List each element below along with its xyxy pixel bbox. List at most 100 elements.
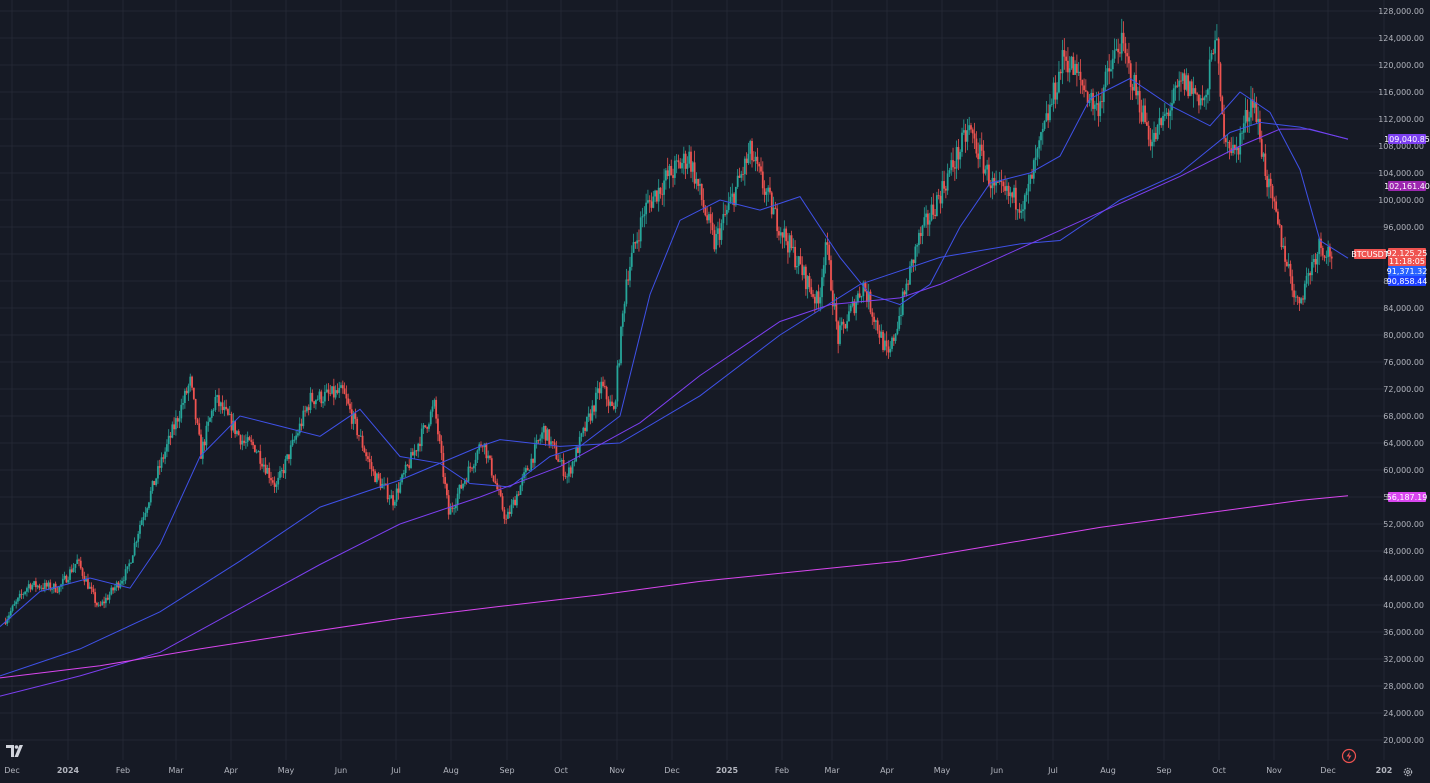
candle-body [638, 240, 640, 242]
price-label-text: BTCUSDT [1351, 250, 1389, 259]
candle-body [1095, 103, 1098, 105]
candle-body [1307, 272, 1310, 276]
y-tick-label: 128,000.00 [1378, 7, 1424, 16]
candle-body [124, 569, 127, 581]
candle-body [63, 575, 66, 579]
candles [4, 18, 1333, 627]
candle-body [675, 160, 678, 162]
candle-body [433, 399, 436, 407]
candle-body [97, 604, 100, 606]
candle-body [1022, 209, 1024, 212]
candle-body [1253, 102, 1256, 108]
candle-body [1086, 91, 1089, 103]
candle-body [1038, 140, 1041, 149]
candle-body [205, 425, 208, 446]
candle-body [413, 450, 416, 456]
candle-body [225, 406, 228, 410]
candle-body [402, 472, 405, 475]
candle-body [921, 225, 924, 237]
candle-body [446, 483, 448, 496]
candle-body [778, 231, 780, 236]
candle-body [968, 125, 971, 131]
candle-body [1104, 71, 1107, 88]
x-tick-label: Dec [664, 766, 679, 775]
candle-body [634, 242, 637, 244]
candle-body [268, 467, 271, 478]
candle-body [429, 411, 432, 425]
candle-body [524, 468, 527, 473]
candle-body [795, 265, 798, 268]
candle-body [655, 190, 658, 202]
candle-body [92, 588, 95, 593]
candle-body [1088, 100, 1091, 103]
candle-body [763, 188, 766, 195]
candle-body [1311, 262, 1313, 276]
candle-body [173, 424, 175, 430]
y-tick-label: 48,000.00 [1383, 547, 1424, 556]
x-tick-label: Feb [116, 766, 130, 775]
candle-body [751, 141, 753, 161]
gear-icon[interactable] [1402, 766, 1414, 778]
candle-body [392, 495, 394, 506]
candle-body [155, 478, 158, 486]
candle-body [1330, 256, 1333, 259]
candle-body [1280, 225, 1283, 248]
candle-body [568, 467, 570, 477]
candle-body [803, 266, 805, 276]
candle-body [271, 480, 274, 483]
candle-body [1214, 40, 1216, 54]
candle-body [451, 507, 454, 509]
candle-body [1255, 102, 1258, 122]
candle-body [187, 385, 190, 394]
candle-body [681, 163, 683, 169]
candle-body [729, 196, 732, 204]
x-tick-label: Nov [609, 766, 625, 775]
candle-body [453, 508, 455, 510]
candle-body [593, 405, 595, 412]
candle-body [1291, 276, 1294, 291]
candle-body [45, 582, 48, 587]
tradingview-logo-icon[interactable] [6, 744, 26, 758]
price-label-badge [1388, 256, 1426, 266]
candle-body [471, 467, 473, 469]
candle-body [530, 458, 533, 471]
candle-body [1156, 124, 1159, 140]
y-tick-label: 64,000.00 [1383, 439, 1424, 448]
candle-body [298, 423, 301, 434]
candle-body [883, 340, 886, 350]
candle-body [386, 484, 389, 500]
candle-body [487, 455, 490, 459]
candle-body [361, 435, 364, 448]
candle-body [1119, 52, 1121, 54]
candle-body [1260, 139, 1263, 157]
candle-body [33, 581, 36, 586]
candle-body [973, 133, 976, 139]
candle-body [882, 331, 884, 350]
candle-body [1273, 198, 1276, 202]
candle-body [302, 410, 305, 427]
candle-body [1198, 94, 1200, 106]
candle-body [61, 578, 64, 585]
candle-body [1224, 138, 1227, 143]
candle-body [311, 392, 314, 402]
time-axis[interactable]: Dec 2024 Feb Mar Apr May Jun Jul Aug Sep Oct Nov Dec… [4, 766, 1392, 775]
x-tick-label: Jul [1047, 766, 1058, 775]
candle-body [1029, 174, 1032, 184]
candle-body [1309, 272, 1312, 276]
candle-body [546, 429, 549, 441]
candle-body [636, 240, 639, 244]
candle-body [99, 604, 102, 606]
candle-body [934, 214, 936, 217]
x-tick-label: Mar [824, 766, 840, 775]
candle-body [372, 469, 375, 472]
candle-body [264, 464, 267, 474]
candle-body [1063, 50, 1066, 57]
candle-body [1248, 117, 1251, 122]
candle-body [970, 125, 972, 130]
price-label-badge [1354, 249, 1386, 259]
candle-body [785, 228, 788, 242]
replay-lightning-icon[interactable] [1341, 748, 1357, 764]
candle-body [1169, 110, 1172, 117]
